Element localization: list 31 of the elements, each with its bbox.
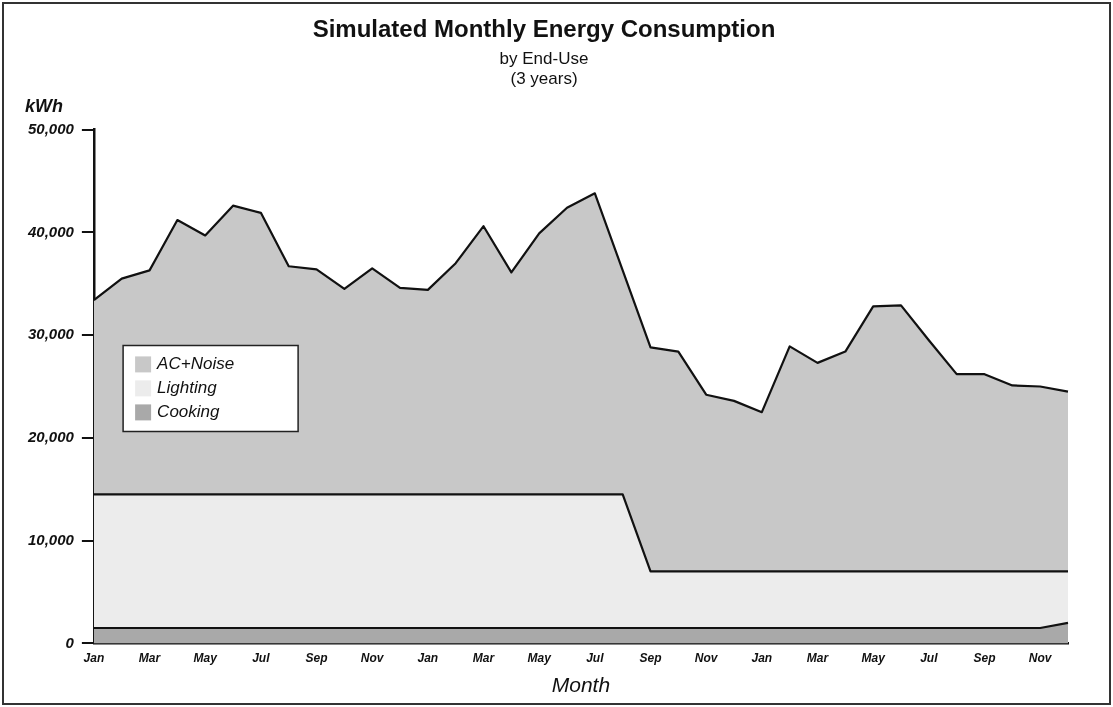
x-tick-label: May (193, 650, 219, 665)
x-tick-label: Jan (83, 650, 105, 665)
x-tick-label: Jan (417, 650, 439, 665)
y-tick-label: 50,000 (27, 119, 75, 137)
x-tick-label: May (527, 650, 553, 665)
chart-title: Simulated Monthly Energy Consumption (312, 15, 776, 43)
x-tick-label: Nov (1028, 650, 1053, 665)
x-axis-title: Month (551, 673, 611, 697)
x-tick-label: Mar (138, 650, 162, 665)
x-tick-label: Sep (973, 650, 996, 665)
legend-label: AC+Noise (156, 354, 235, 374)
x-tick-label: Jul (920, 650, 939, 665)
y-tick-label: 40,000 (26, 222, 75, 240)
x-tick-label: Mar (472, 650, 496, 665)
y-tick-label: 30,000 (27, 325, 75, 343)
x-tick-label: Jan (751, 650, 773, 665)
legend-label: Cooking (157, 402, 221, 422)
x-tick-label: Sep (305, 650, 328, 665)
y-tick-label: 20,000 (26, 428, 75, 446)
chart-subtitle: by End-Use (3 years) (499, 48, 589, 89)
x-tick-label: May (861, 650, 887, 665)
x-tick-label: Nov (360, 650, 385, 665)
y-axis-title: kWh (25, 95, 63, 116)
y-tick-label: 0 (65, 633, 75, 651)
x-tick-label: Nov (694, 650, 719, 665)
x-tick-label: Sep (639, 650, 662, 665)
y-tick-label: 10,000 (27, 530, 75, 548)
x-tick-label: Mar (806, 650, 830, 665)
legend-label: Lighting (157, 378, 218, 398)
x-tick-label: Jul (252, 650, 271, 665)
x-tick-label: Jul (586, 650, 605, 665)
